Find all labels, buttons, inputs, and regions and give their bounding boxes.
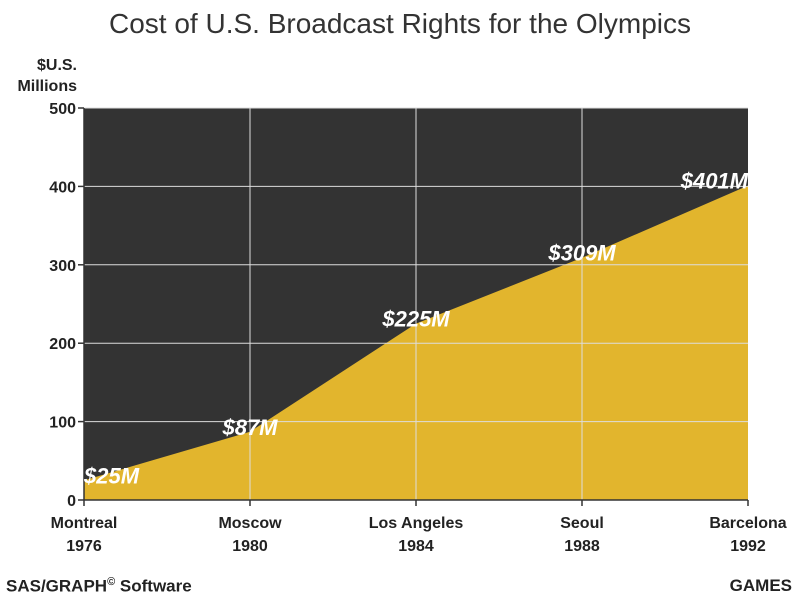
chart-title: Cost of U.S. Broadcast Rights for the Ol… xyxy=(109,8,691,39)
data-label: $401M xyxy=(680,169,749,194)
data-label: $225M xyxy=(381,307,450,332)
x-tick-label-city: Montreal xyxy=(51,515,118,532)
footer-software-suffix: Software xyxy=(115,576,192,596)
footer-software-name: SAS/GRAPH xyxy=(6,576,108,596)
x-tick-label-city: Los Angeles xyxy=(369,515,464,532)
y-axis-title-line: $U.S. xyxy=(37,57,77,74)
x-tick-label-city: Seoul xyxy=(560,515,604,532)
x-tick-label-year: 1992 xyxy=(730,538,766,555)
data-label: $25M xyxy=(83,463,140,488)
y-tick-label: 500 xyxy=(49,101,76,118)
y-tick-label: 0 xyxy=(67,493,76,510)
x-tick-label-year: 1984 xyxy=(398,538,434,555)
y-tick-label: 200 xyxy=(49,336,76,353)
y-tick-label: 400 xyxy=(49,179,76,196)
y-tick-label: 100 xyxy=(49,415,76,432)
y-axis-title-line: Millions xyxy=(17,78,77,95)
footer-software-credit: SAS/GRAPH© Software xyxy=(6,576,192,597)
y-tick-label: 300 xyxy=(49,258,76,275)
x-tick-label-city: Moscow xyxy=(218,515,282,532)
data-label: $309M xyxy=(547,241,616,266)
x-tick-label-year: 1988 xyxy=(564,538,600,555)
x-tick-label-year: 1976 xyxy=(66,538,102,555)
x-tick-label-year: 1980 xyxy=(232,538,268,555)
x-tick-label-city: Barcelona xyxy=(709,515,786,532)
x-axis-title: GAMES xyxy=(729,576,792,595)
data-label: $87M xyxy=(221,415,278,440)
copyright-symbol: © xyxy=(107,576,116,588)
